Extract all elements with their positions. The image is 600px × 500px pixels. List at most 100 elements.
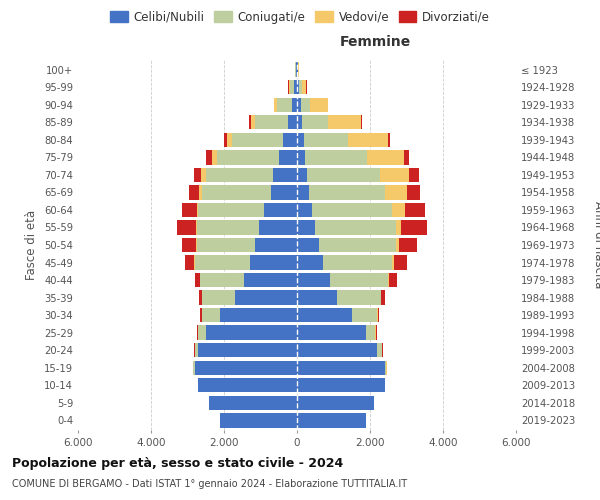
Bar [195, 360, 297, 375]
Bar [377, 308, 379, 322]
Bar [194, 168, 202, 182]
Bar [297, 220, 315, 234]
Bar [297, 150, 305, 164]
Bar [304, 132, 348, 147]
Bar [185, 256, 194, 270]
Bar [197, 326, 198, 340]
Bar [197, 238, 255, 252]
Bar [301, 98, 310, 112]
Bar [377, 343, 382, 357]
Bar [367, 326, 376, 340]
Bar [250, 256, 297, 270]
Bar [297, 256, 323, 270]
Bar [388, 132, 391, 147]
Bar [404, 150, 409, 164]
Bar [367, 150, 404, 164]
Bar [299, 80, 302, 94]
Bar [297, 343, 377, 357]
Bar [193, 360, 195, 375]
Bar [328, 115, 361, 130]
Bar [394, 256, 407, 270]
Bar [217, 150, 279, 164]
Bar [224, 132, 227, 147]
Bar [302, 115, 328, 130]
Bar [297, 238, 319, 252]
Bar [195, 343, 199, 357]
Bar [399, 238, 418, 252]
Text: Femmine: Femmine [340, 35, 412, 49]
Bar [279, 150, 297, 164]
Bar [407, 185, 420, 200]
Bar [302, 80, 307, 94]
Bar [294, 80, 297, 94]
Bar [297, 308, 352, 322]
Bar [283, 132, 297, 147]
Bar [297, 62, 298, 77]
Bar [202, 308, 220, 322]
Bar [297, 413, 367, 428]
Bar [199, 202, 264, 217]
Bar [385, 360, 386, 375]
Bar [244, 273, 297, 287]
Bar [389, 273, 397, 287]
Bar [376, 326, 377, 340]
Bar [227, 132, 232, 147]
Text: Popolazione per età, sesso e stato civile - 2024: Popolazione per età, sesso e stato civil… [12, 458, 343, 470]
Bar [348, 132, 388, 147]
Bar [277, 98, 292, 112]
Bar [199, 185, 202, 200]
Bar [196, 238, 197, 252]
Bar [289, 80, 290, 94]
Bar [288, 115, 297, 130]
Bar [330, 273, 388, 287]
Bar [220, 413, 297, 428]
Bar [323, 256, 392, 270]
Bar [297, 326, 367, 340]
Bar [297, 185, 308, 200]
Bar [200, 308, 202, 322]
Text: COMUNE DI BERGAMO - Dati ISTAT 1° gennaio 2024 - Elaborazione TUTTITALIA.IT: COMUNE DI BERGAMO - Dati ISTAT 1° gennai… [12, 479, 407, 489]
Y-axis label: Anni di nascita: Anni di nascita [592, 202, 600, 288]
Bar [292, 98, 297, 112]
Bar [308, 185, 385, 200]
Bar [297, 98, 301, 112]
Bar [199, 378, 297, 392]
Bar [395, 220, 401, 234]
Bar [251, 115, 255, 130]
Bar [290, 80, 294, 94]
Y-axis label: Fasce di età: Fasce di età [25, 210, 38, 280]
Bar [199, 326, 206, 340]
Bar [297, 378, 385, 392]
Legend: Celibi/Nubili, Coniugati/e, Vedovi/e, Divorziati/e: Celibi/Nubili, Coniugati/e, Vedovi/e, Di… [105, 6, 495, 28]
Bar [382, 290, 385, 305]
Bar [199, 343, 297, 357]
Bar [319, 238, 395, 252]
Bar [401, 220, 427, 234]
Bar [311, 202, 392, 217]
Bar [380, 168, 409, 182]
Bar [200, 273, 244, 287]
Bar [296, 62, 297, 77]
Bar [202, 168, 206, 182]
Bar [297, 202, 311, 217]
Bar [235, 290, 297, 305]
Bar [392, 202, 404, 217]
Bar [182, 202, 197, 217]
Bar [202, 290, 235, 305]
Bar [307, 168, 380, 182]
Bar [264, 202, 297, 217]
Bar [297, 115, 302, 130]
Bar [197, 202, 199, 217]
Bar [249, 115, 251, 130]
Bar [194, 273, 200, 287]
Bar [259, 220, 297, 234]
Bar [271, 185, 297, 200]
Bar [298, 62, 299, 77]
Bar [297, 132, 304, 147]
Bar [197, 220, 259, 234]
Bar [297, 396, 374, 410]
Bar [409, 168, 419, 182]
Bar [295, 62, 296, 77]
Bar [209, 396, 297, 410]
Bar [274, 98, 277, 112]
